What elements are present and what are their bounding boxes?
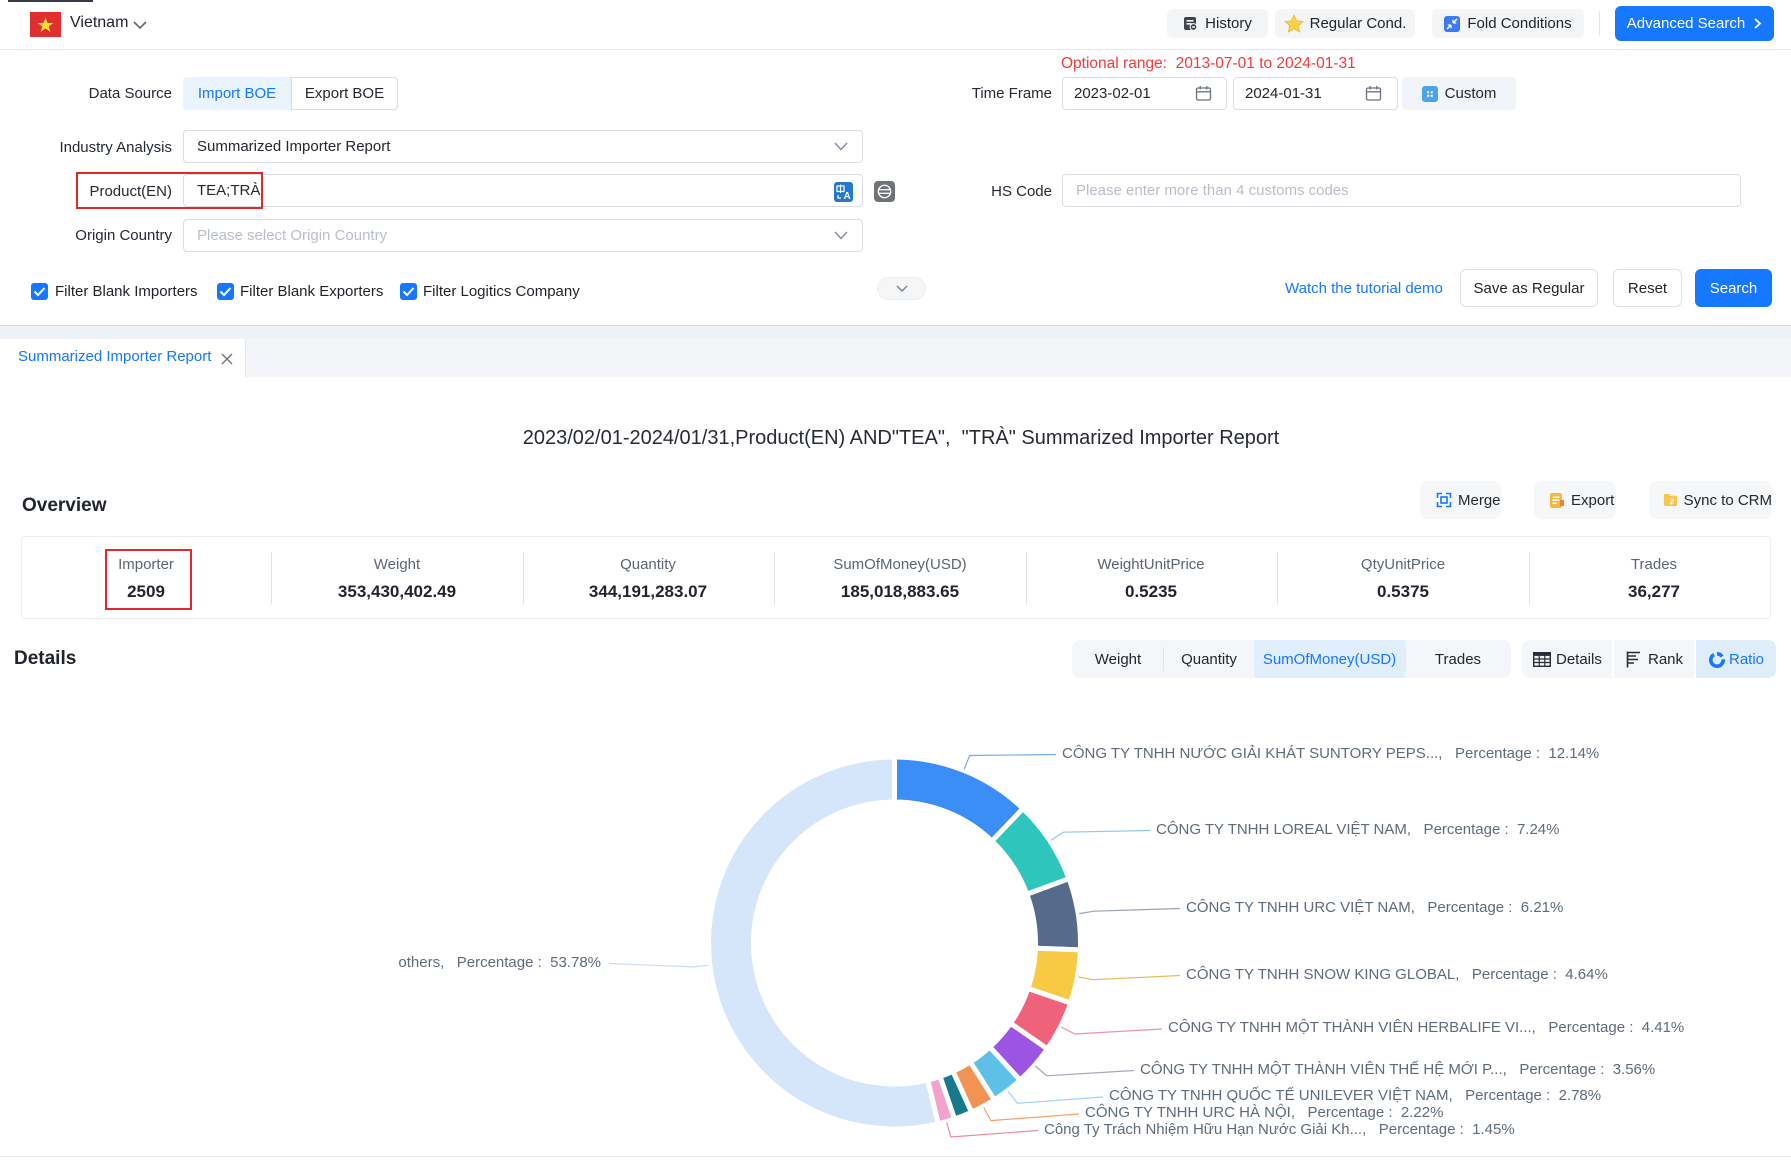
svg-text:A: A <box>844 191 851 202</box>
